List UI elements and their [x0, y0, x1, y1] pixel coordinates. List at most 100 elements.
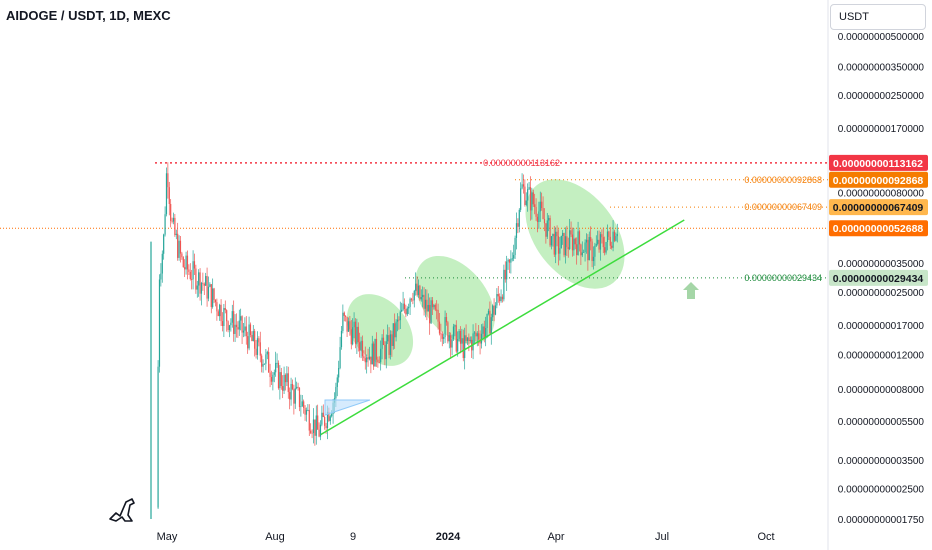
candle-body [340, 330, 343, 348]
candle-body [384, 344, 386, 360]
candle-body [277, 362, 280, 389]
candle-body [515, 223, 518, 238]
candle-body [571, 234, 574, 251]
candle-body [536, 216, 539, 223]
candle-body [259, 342, 261, 356]
candle-body [287, 373, 289, 393]
candle-body [212, 288, 214, 307]
candle-body [179, 240, 182, 254]
candle-body [525, 200, 527, 205]
candle-body [297, 386, 299, 388]
candle-body [366, 357, 368, 363]
candle-body [504, 269, 506, 280]
candle-body [473, 332, 476, 334]
x-tick-label: Aug [265, 531, 285, 543]
currency-selector[interactable]: USDT [830, 4, 926, 30]
x-tick-label: Apr [547, 531, 564, 543]
candle-body [511, 258, 513, 260]
candle-body [272, 374, 274, 382]
up-arrow-icon [683, 282, 699, 299]
candle-body [401, 309, 403, 312]
candle-body [346, 316, 348, 332]
y-tick-label: 0.00000000001750 [838, 515, 925, 526]
candle-body [479, 339, 481, 344]
candle-body [581, 252, 583, 256]
y-tick-label: 0.00000000017000 [838, 321, 925, 332]
candle-body [455, 325, 457, 352]
candle-body [192, 261, 194, 280]
candle-body [472, 333, 474, 351]
candle-body [220, 304, 222, 322]
support-trendline [320, 219, 685, 436]
candle-body [563, 232, 565, 256]
candle-body [202, 282, 204, 284]
candle-body [518, 209, 520, 227]
candle-body [489, 310, 491, 334]
candle-body [417, 285, 420, 295]
candle-body [293, 389, 295, 404]
candle-body [521, 184, 523, 189]
candle-body [265, 354, 267, 364]
candle-body [178, 240, 180, 258]
candle-body [549, 217, 551, 246]
candle-body [251, 335, 253, 342]
y-tick-label: 0.00000000005500 [838, 417, 925, 428]
candle-body [336, 377, 338, 387]
candle-body [307, 409, 309, 411]
candle-body [356, 326, 358, 344]
candle-body [349, 321, 351, 330]
candle-body [371, 343, 373, 365]
candle-body [486, 313, 488, 328]
candle-body [283, 374, 285, 391]
candle-body [380, 348, 382, 363]
candle-body [601, 234, 603, 238]
candle-body [553, 233, 555, 255]
candle-body [598, 239, 600, 250]
price-badges: 0.00000000113162 0.00000000092868 0.000000… [829, 154, 928, 286]
candle-body [482, 326, 484, 334]
candle-body [410, 298, 413, 300]
candle-body [494, 305, 497, 315]
candle-body [392, 323, 394, 346]
candle-body [318, 429, 320, 437]
candle-body [510, 258, 512, 263]
candle-body [522, 184, 525, 187]
annotations [109, 282, 699, 522]
candle-body [431, 300, 434, 308]
candle-body [441, 333, 443, 339]
candle-body [305, 409, 308, 415]
candle-body [170, 203, 172, 221]
candle-body [196, 285, 198, 290]
candle-body [475, 332, 477, 337]
candle-body [584, 242, 586, 253]
y-tick-label: 0.00000000350000 [838, 62, 925, 73]
candle-body [209, 284, 211, 287]
candle-body [160, 273, 162, 280]
candle-body [545, 223, 547, 237]
candle-body [590, 237, 592, 242]
candle-body [436, 309, 438, 311]
candle-body [234, 324, 236, 334]
candle-body [261, 355, 263, 367]
candle-body [550, 236, 553, 246]
candle-body [342, 312, 344, 331]
trendline[interactable] [320, 219, 685, 436]
candle-body [576, 244, 578, 255]
candle-body [200, 282, 203, 294]
candle-body [382, 337, 385, 345]
candle-body [440, 333, 442, 335]
candle-body [615, 236, 617, 241]
triangle-pattern [324, 399, 371, 416]
candle-body [427, 304, 429, 312]
candle-body [599, 234, 602, 250]
candle-body [556, 231, 558, 237]
candle-body [574, 238, 576, 245]
candle-body [557, 236, 560, 254]
candle-body [437, 309, 439, 322]
price-badge-last-price [829, 220, 928, 237]
candle-body [231, 311, 233, 323]
y-tick-label: 0.00000000012000 [838, 351, 925, 362]
candle-body [520, 188, 522, 210]
y-tick-label: 0.00000000080000 [838, 189, 925, 200]
